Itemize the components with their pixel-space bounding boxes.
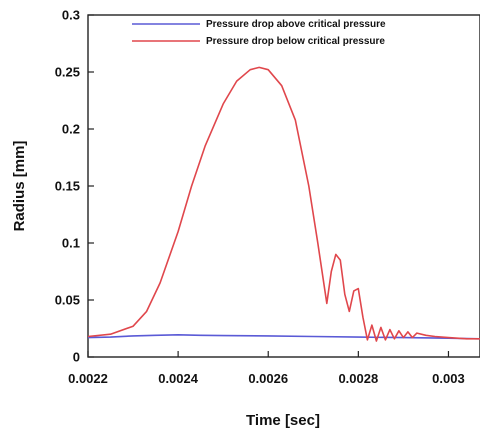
series-layer — [87, 66, 480, 342]
series-line-above-critical — [87, 333, 480, 340]
x-tick-label: 0.003 — [432, 371, 465, 386]
ticks-layer: 0 0.05 0.1 0.15 0.2 0.25 0.3 0.0022 0.0024 0.0026… — [55, 8, 465, 387]
y-axis-title: Radius [mm] — [11, 141, 28, 232]
y-tick-label: 0 — [73, 350, 80, 365]
x-tick-label: 0.0022 — [68, 371, 108, 386]
y-tick-label: 0.1 — [62, 236, 80, 251]
plot-area — [87, 14, 480, 358]
y-tick-label: 0.15 — [55, 179, 80, 194]
legend: Pressure drop above critical pressure Pr… — [132, 19, 386, 47]
x-tick-label: 0.0028 — [338, 371, 378, 386]
legend-label-above: Pressure drop above critical pressure — [206, 19, 386, 30]
x-tick-label: 0.0026 — [248, 371, 288, 386]
x-axis-title: Time [sec] — [246, 412, 320, 429]
legend-label-below: Pressure drop below critical pressure — [206, 36, 385, 47]
y-tick-label: 0.3 — [62, 8, 80, 23]
y-tick-label: 0.2 — [62, 122, 80, 137]
y-tick-label: 0.25 — [55, 65, 80, 80]
series-line-below-critical — [87, 66, 480, 342]
x-tick-label: 0.0024 — [158, 371, 199, 386]
plot-frame — [87, 14, 480, 358]
y-tick-label: 0.05 — [55, 293, 80, 308]
